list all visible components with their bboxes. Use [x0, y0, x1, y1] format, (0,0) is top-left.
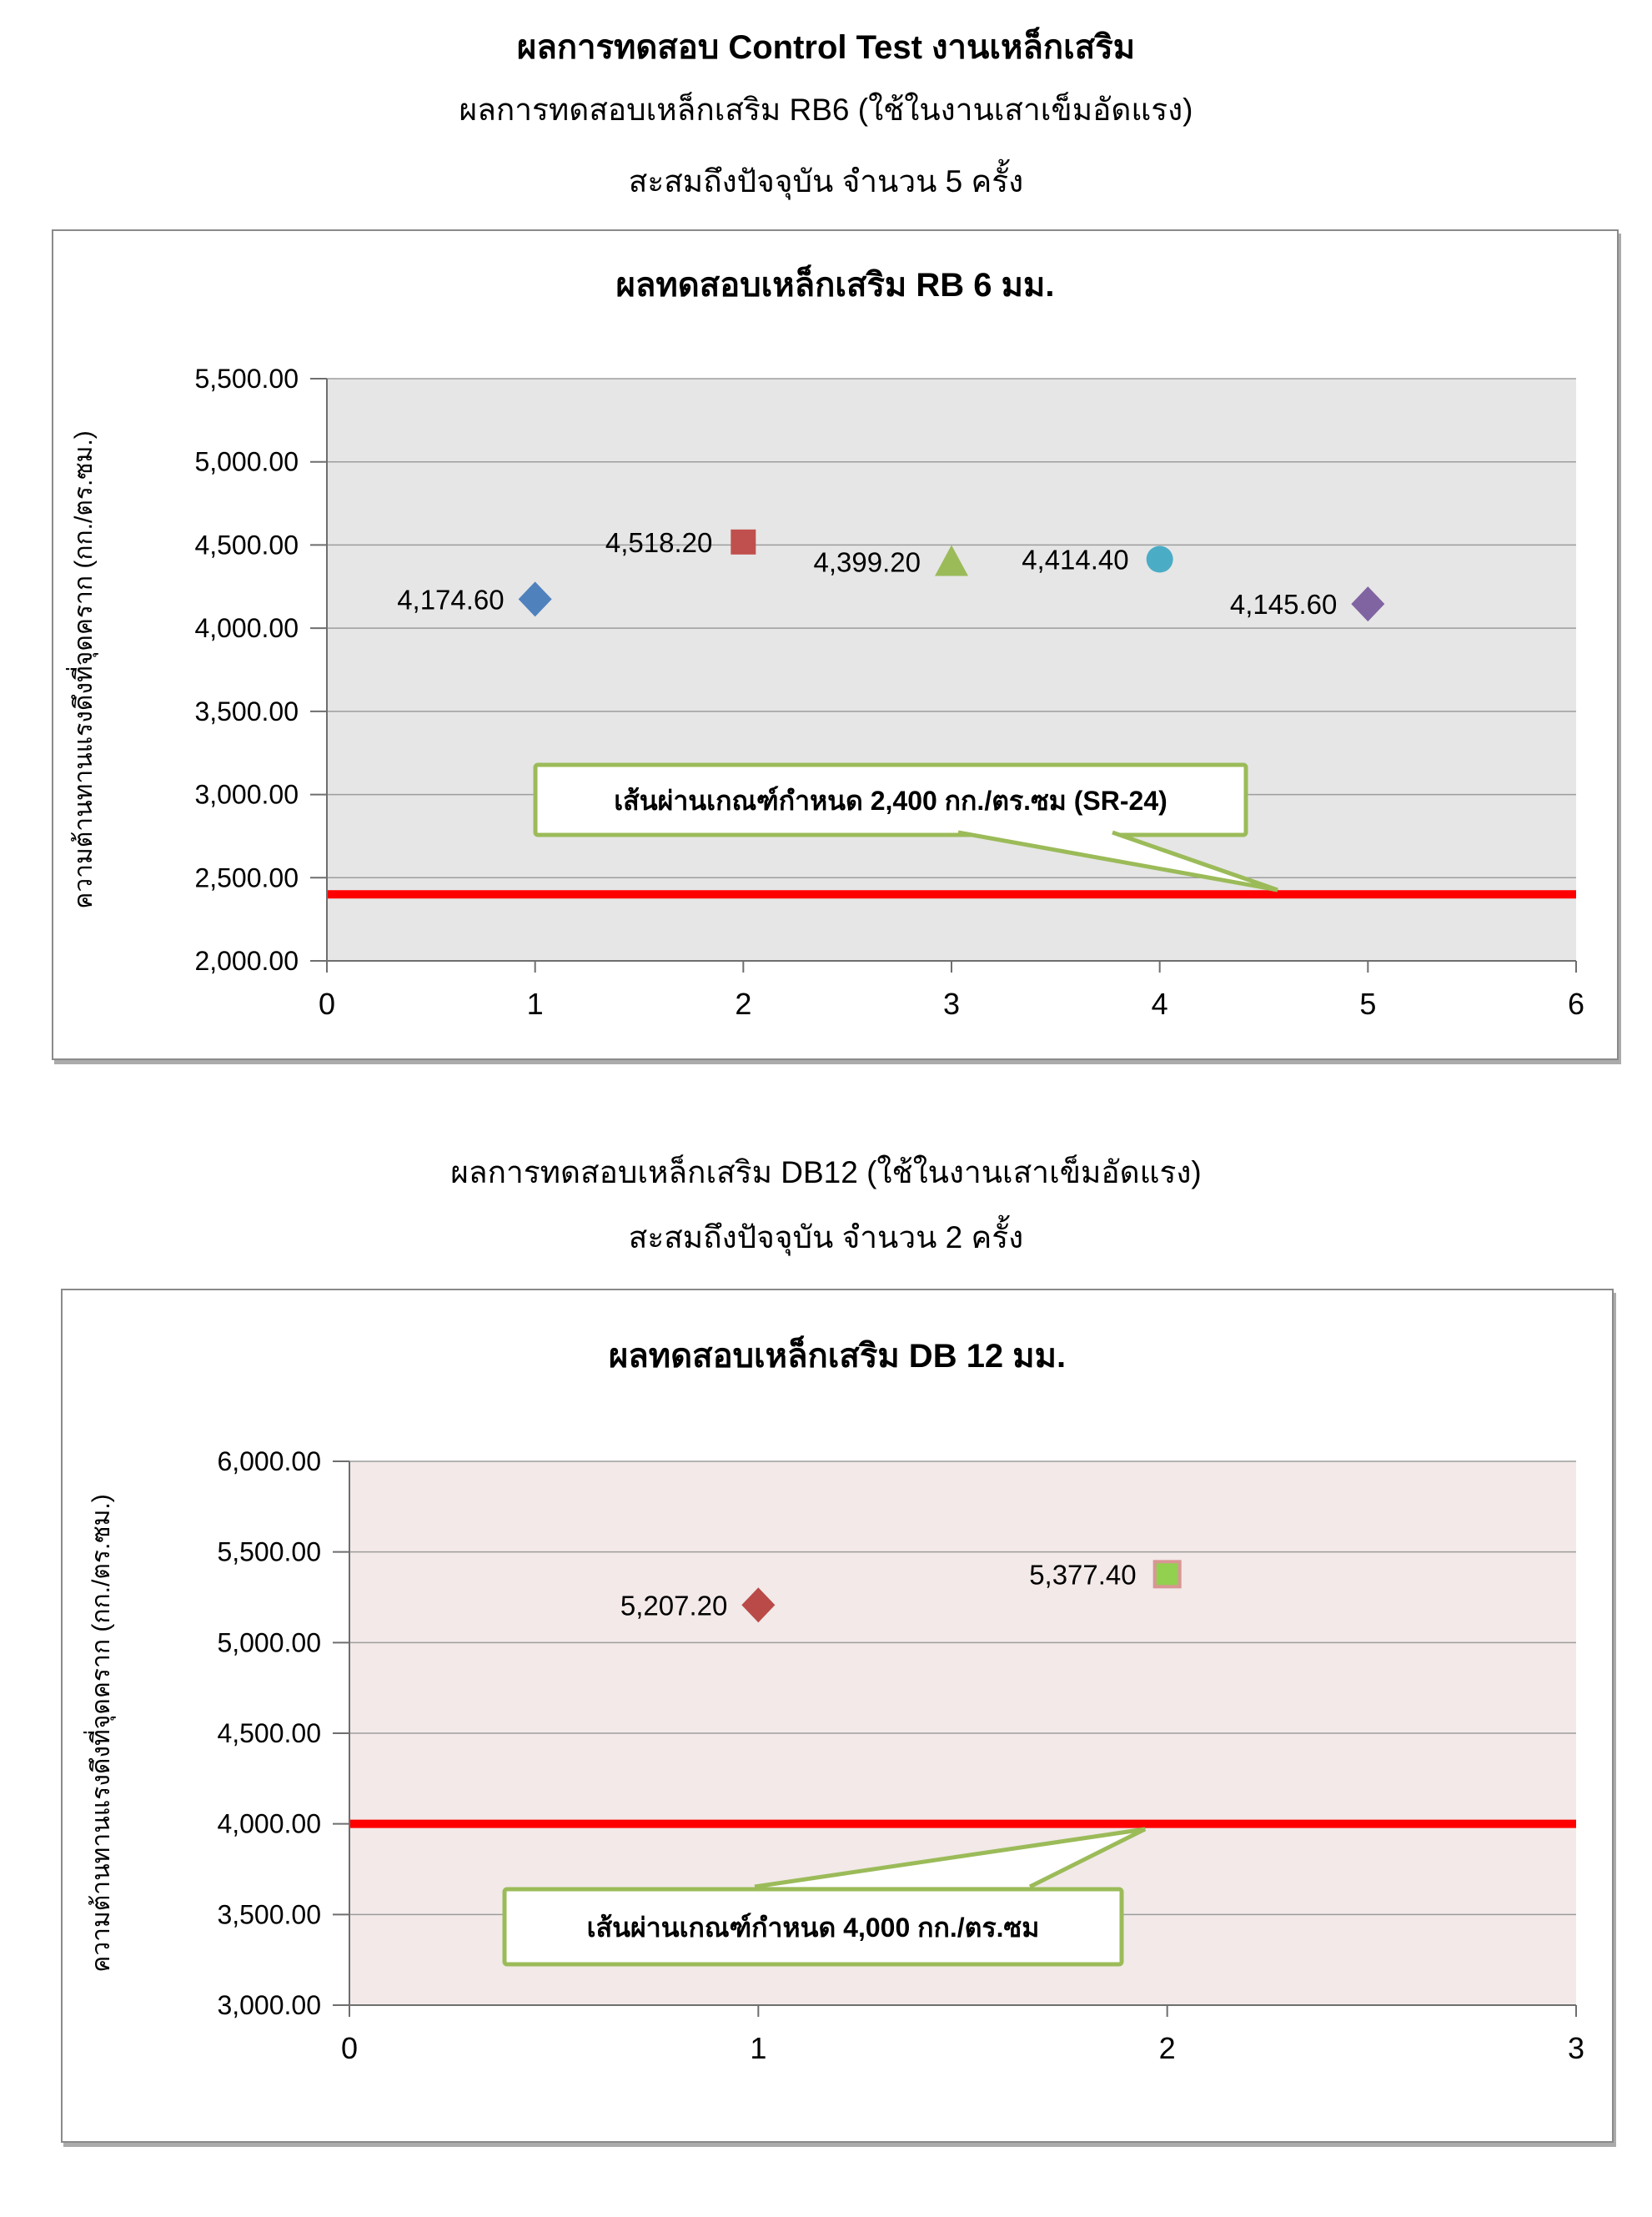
x-tick-label: 0 [319, 987, 335, 1021]
section1-subtitle: ผลการทดสอบเหล็กเสริม RB6 (ใช้ในงานเสาเข็… [459, 93, 1193, 127]
data-point-label: 4,145.60 [1230, 589, 1337, 620]
y-axis-title: ความต้านทานแรงดึงที่จุดคราก (กก./ตร.ซม.) [66, 430, 99, 908]
section2-subtitle: ผลการทดสอบเหล็กเสริม DB12 (ใช้ในงานเสาเข… [450, 1155, 1202, 1189]
data-point-label: 4,414.40 [1022, 544, 1128, 575]
y-tick-label: 4,500.00 [194, 530, 299, 560]
y-tick-label: 5,500.00 [217, 1537, 321, 1567]
data-point-marker [518, 581, 552, 617]
y-tick-label: 3,500.00 [217, 1899, 321, 1929]
data-point-marker [1146, 545, 1173, 573]
callout-text: เส้นผ่านเกณฑ์กำหนด 2,400 กก./ตร.ซม (SR-2… [614, 786, 1167, 816]
x-tick-label: 1 [750, 2031, 766, 2065]
data-point-label: 4,174.60 [397, 584, 504, 615]
data-point-label: 4,399.20 [814, 547, 921, 578]
data-point-marker [1351, 586, 1385, 622]
x-tick-label: 3 [943, 987, 960, 1021]
callout-box [533, 762, 1248, 837]
x-tick-label: 2 [1159, 2031, 1176, 2065]
y-tick-label: 4,000.00 [194, 613, 299, 643]
x-tick-label: 5 [1359, 987, 1376, 1021]
y-tick-label: 3,000.00 [217, 1990, 321, 2020]
callout-text: เส้นผ่านเกณฑ์กำหนด 4,000 กก./ตร.ซม [587, 1913, 1040, 1943]
callout-tail-border [957, 830, 1278, 892]
data-point-label: 5,377.40 [1029, 1559, 1136, 1590]
rb6-chart-title: ผลทดสอบเหล็กเสริม RB 6 มม. [615, 267, 1055, 304]
y-tick-label: 6,000.00 [217, 1446, 321, 1476]
rb6-chart-svg: เส้นผ่านเกณฑ์กำหนด 2,400 กก./ตร.ซม (SR-2… [66, 364, 1584, 1021]
rb6-chart-panel: เส้นผ่านเกณฑ์กำหนด 2,400 กก./ตร.ซม (SR-2… [52, 229, 1619, 1060]
db12-chart-title: ผลทดสอบเหล็กเสริม DB 12 มม. [608, 1338, 1067, 1375]
callout-box [502, 1887, 1124, 1967]
data-point-label: 4,518.20 [605, 527, 712, 558]
y-tick-label: 3,000.00 [194, 780, 299, 810]
plot-area [327, 379, 1576, 961]
data-point-marker [1152, 1560, 1182, 1589]
x-tick-label: 3 [1568, 2031, 1584, 2065]
y-tick-label: 4,000.00 [217, 1809, 321, 1839]
y-tick-label: 5,000.00 [194, 447, 299, 477]
y-tick-label: 5,500.00 [194, 364, 299, 394]
y-tick-label: 3,500.00 [194, 696, 299, 726]
x-tick-label: 6 [1568, 987, 1584, 1021]
page-title: ผลการทดสอบ Control Test งานเหล็กเสริม [516, 29, 1136, 66]
db12-chart-svg: เส้นผ่านเกณฑ์กำหนด 4,000 กก./ตร.ซม 5,207.… [83, 1446, 1584, 2065]
callout-tail-border [754, 1827, 1147, 1889]
y-axis-title: ความต้านทานแรงดึงที่จุดคราก (กก./ตร.ซม.) [83, 1494, 117, 1972]
data-point-marker [731, 529, 756, 555]
section2-count-line: สะสมถึงปัจจุบัน จำนวน 2 ครั้ง [628, 1220, 1024, 1254]
data-point-marker [935, 545, 968, 576]
data-point-marker [741, 1587, 776, 1623]
x-tick-label: 4 [1152, 987, 1168, 1021]
y-tick-label: 2,000.00 [194, 946, 299, 976]
y-tick-label: 4,500.00 [217, 1718, 321, 1748]
x-tick-label: 2 [735, 987, 751, 1021]
db12-chart-panel: เส้นผ่านเกณฑ์กำหนด 4,000 กก./ตร.ซม 5,207.… [61, 1289, 1614, 2143]
y-tick-label: 2,500.00 [194, 862, 299, 892]
y-tick-label: 5,000.00 [217, 1627, 321, 1657]
section1-count-line: สะสมถึงปัจจุบัน จำนวน 5 ครั้ง [628, 164, 1024, 199]
x-tick-label: 1 [527, 987, 544, 1021]
data-point-label: 5,207.20 [620, 1590, 727, 1621]
x-tick-label: 0 [341, 2031, 358, 2065]
